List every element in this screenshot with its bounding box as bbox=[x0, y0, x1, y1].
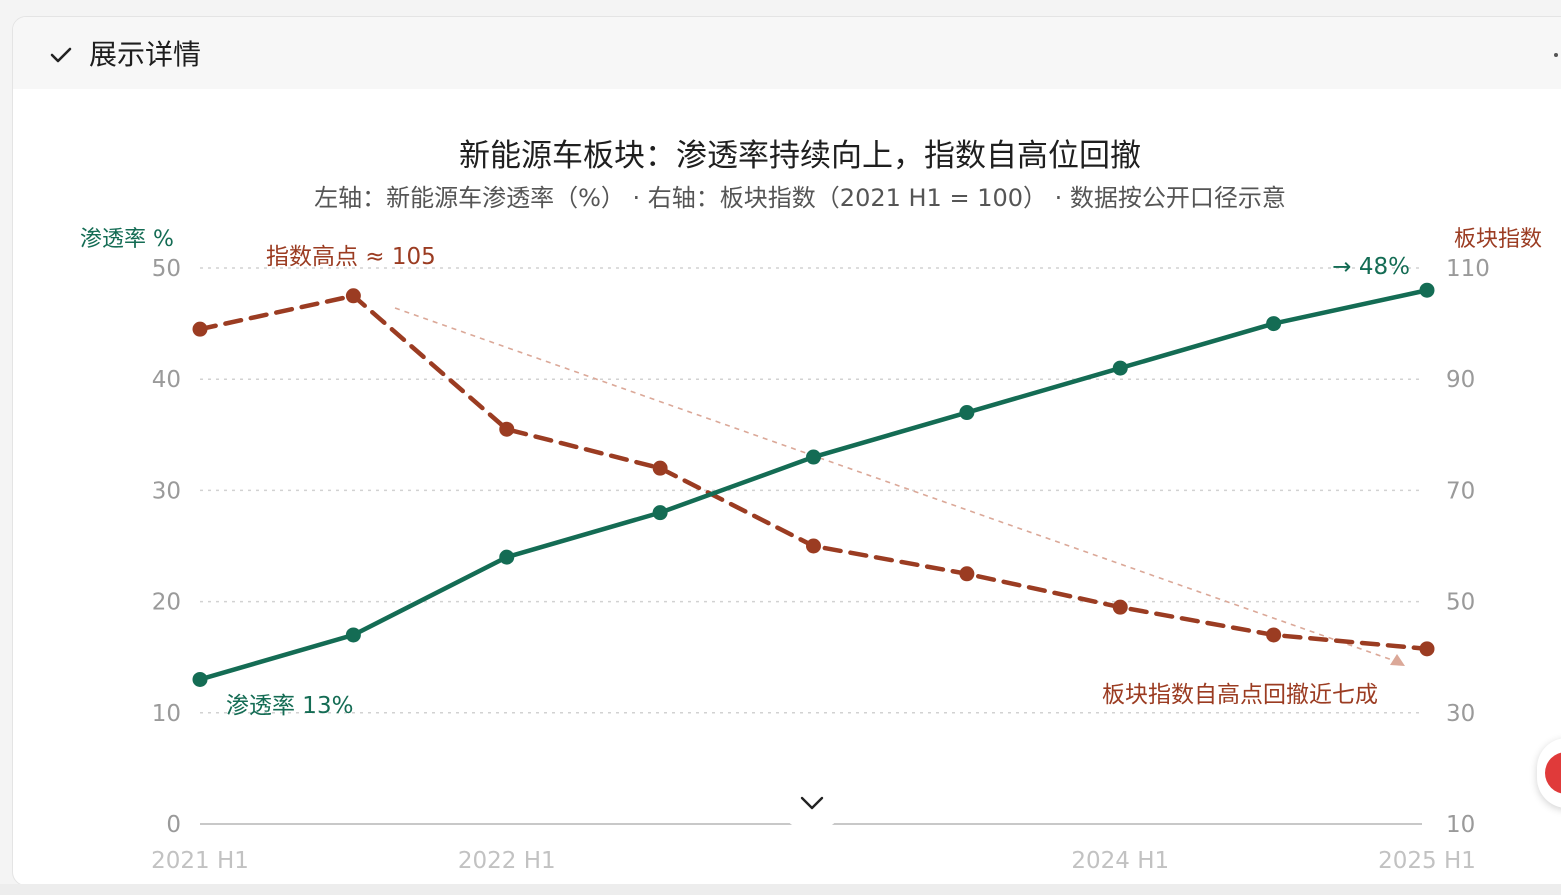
drawdown-annotation: 板块指数自高点回撤近七成 bbox=[1102, 682, 1378, 708]
next-card-edge bbox=[0, 884, 1561, 895]
penetration-rate-point bbox=[1419, 282, 1435, 298]
penetration-rate-point bbox=[345, 627, 361, 643]
sector-index-point bbox=[499, 421, 515, 437]
details-toggle-label[interactable]: 展示详情 bbox=[89, 38, 202, 71]
penetration-rate-point bbox=[959, 405, 975, 421]
y-right-tick-label: 50 bbox=[1446, 590, 1475, 616]
start-annotation: 渗透率 13% bbox=[226, 693, 353, 719]
y-right-tick-label: 10 bbox=[1446, 812, 1475, 838]
collapse-button[interactable] bbox=[788, 782, 836, 826]
penetration-rate-point bbox=[652, 505, 668, 521]
details-header[interactable]: 展示详情 bbox=[13, 17, 1561, 89]
sector-index-point bbox=[1419, 641, 1435, 657]
chart-title: 新能源车板块：渗透率持续向上，指数自高位回撤 bbox=[459, 138, 1141, 174]
y-right-tick-label: 70 bbox=[1446, 478, 1475, 504]
penetration-rate-line bbox=[197, 287, 1430, 682]
sector-index-point bbox=[959, 566, 975, 582]
y-left-tick-label: 20 bbox=[152, 590, 181, 616]
chart-card: 展示详情 bbox=[12, 16, 1561, 886]
sector-index-point bbox=[192, 321, 208, 337]
x-tick-label: 2021 H1 bbox=[151, 848, 249, 874]
penetration-rate-point bbox=[1266, 316, 1282, 332]
y-right-tick-label: 30 bbox=[1446, 701, 1475, 727]
chart-subtitle: 左轴：新能源车渗透率（%） · 右轴：板块指数（2021 H1 = 100） ·… bbox=[314, 184, 1286, 212]
left-axis-label: 渗透率 % bbox=[80, 227, 174, 252]
y-left-tick-label: 10 bbox=[152, 701, 181, 727]
y-right-tick-label: 90 bbox=[1446, 367, 1475, 393]
chevron-down-icon bbox=[800, 796, 824, 810]
sector-index-point bbox=[652, 460, 668, 476]
right-axis-label: 板块指数 bbox=[1454, 227, 1542, 252]
peak-annotation: 指数高点 ≈ 105 bbox=[266, 244, 436, 270]
penetration-rate-point bbox=[499, 549, 515, 565]
y-left-tick-label: 30 bbox=[152, 478, 181, 504]
sector-index-point bbox=[806, 538, 821, 554]
drawdown-arrow-head bbox=[1390, 654, 1405, 666]
x-tick-label: 2024 H1 bbox=[1071, 848, 1169, 874]
sector-index-point bbox=[1266, 627, 1282, 643]
sector-index-line bbox=[197, 293, 1430, 652]
x-tick-label: 2025 H1 bbox=[1378, 848, 1476, 874]
sector-index-point bbox=[1112, 599, 1128, 615]
sector-index-point bbox=[345, 288, 361, 304]
check-icon bbox=[50, 47, 72, 63]
end-annotation: → 48% bbox=[1332, 254, 1410, 280]
y-left-tick-label: 50 bbox=[152, 256, 181, 282]
penetration-rate-point bbox=[806, 449, 821, 465]
penetration-rate-point bbox=[1112, 360, 1128, 376]
y-left-tick-label: 0 bbox=[166, 812, 181, 838]
x-tick-label: 2022 H1 bbox=[458, 848, 556, 874]
penetration-rate-point bbox=[192, 671, 208, 687]
more-dot-icon[interactable] bbox=[1554, 53, 1558, 57]
y-left-tick-label: 40 bbox=[152, 367, 181, 393]
drawdown-trend-arrow bbox=[394, 307, 1396, 662]
y-right-tick-label: 110 bbox=[1446, 256, 1490, 282]
assistant-logo-icon bbox=[1545, 752, 1561, 794]
